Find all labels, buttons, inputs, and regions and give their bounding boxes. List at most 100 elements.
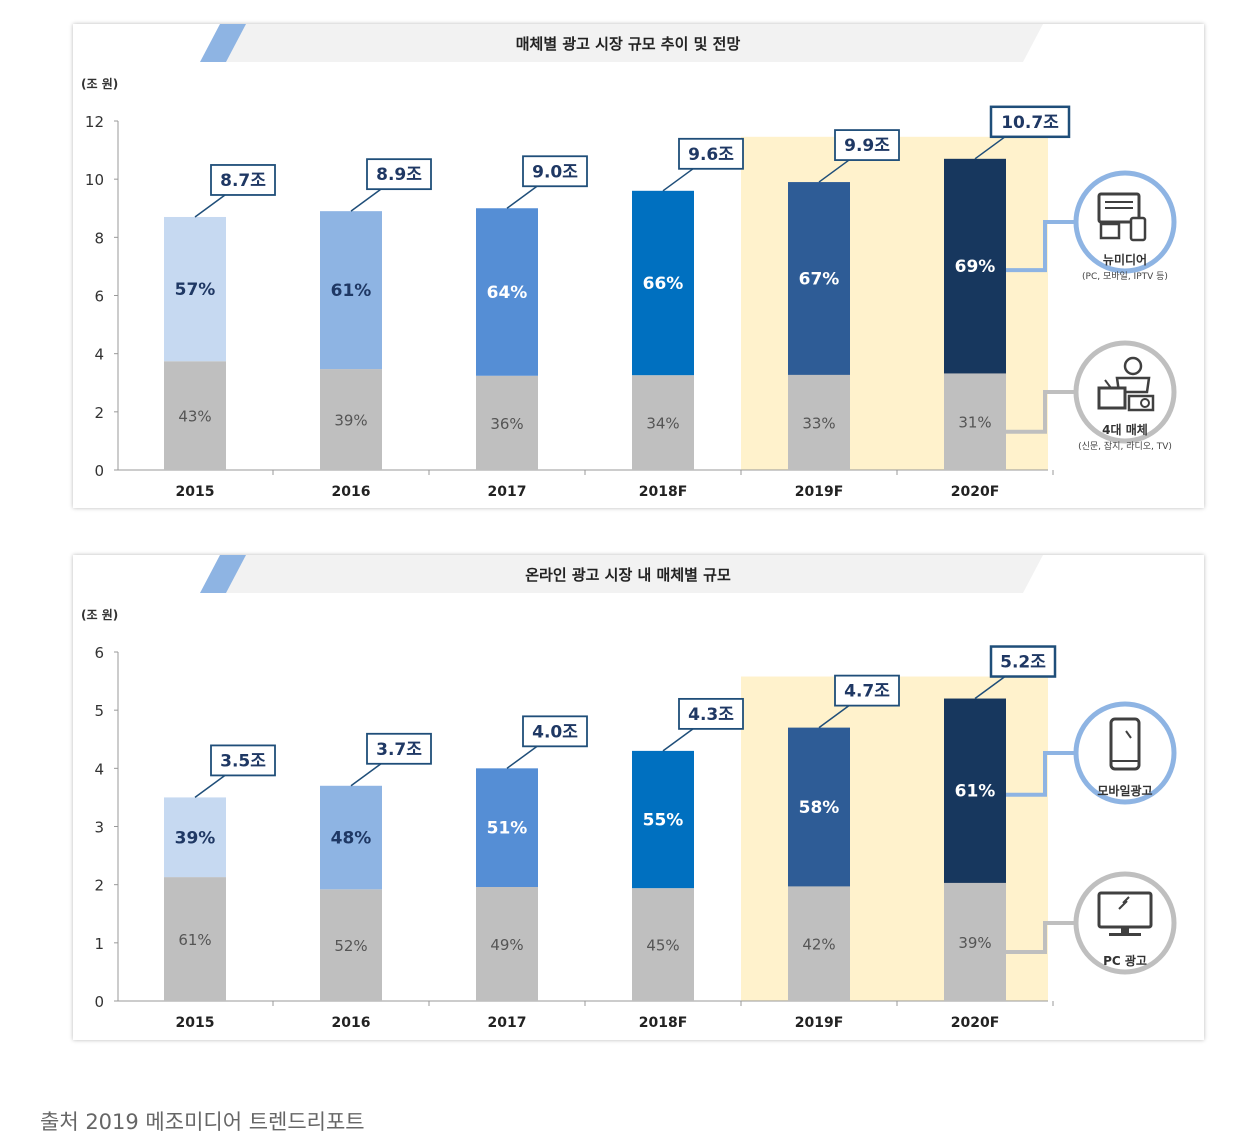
bar-segment-4대 매체 <box>164 361 226 470</box>
share-label-bottom: 45% <box>646 937 679 955</box>
total-label: 3.7조 <box>376 740 422 760</box>
title-banner-accent <box>200 24 246 62</box>
bar-segment-모바일광고 <box>944 698 1006 883</box>
bar-segment-PC 광고 <box>164 877 226 1001</box>
bar-segment-뉴미디어 <box>944 158 1006 374</box>
share-label-top: 67% <box>799 269 840 289</box>
share-label-top: 64% <box>487 283 528 303</box>
y-tick-label: 1 <box>94 935 104 953</box>
legend-item-PC 광고: PC 광고 <box>1006 871 1177 975</box>
bar-segment-뉴미디어 <box>788 182 850 375</box>
phone-body <box>1109 717 1141 771</box>
x-tick-label: 2015 <box>176 1015 215 1031</box>
legend-label: 4대 매체 <box>1102 422 1148 437</box>
title-banner <box>216 555 1043 593</box>
bar-segment-모바일광고 <box>164 797 226 878</box>
y-tick-label: 5 <box>94 702 104 720</box>
share-label-top: 58% <box>799 798 840 818</box>
y-tick-label: 8 <box>94 229 104 247</box>
x-tick-label: 2017 <box>488 484 527 500</box>
bar-segment-PC 광고 <box>476 886 538 1001</box>
total-callout-box <box>210 744 276 777</box>
legend-item-모바일광고: 모바일광고 <box>1006 701 1177 805</box>
legend-label: 뉴미디어 <box>1103 252 1147 267</box>
bar-segment-4대 매체 <box>944 373 1006 470</box>
total-label: 8.9조 <box>376 165 422 185</box>
monitor-screen <box>1097 891 1153 929</box>
total-callout-box <box>522 715 588 748</box>
chart-online-ad-market: 온라인 광고 시장 내 매체별 규모 (조 원) 0 1 2 3 4 5 6 39% 61% 3.5조… <box>81 555 1177 1031</box>
legend-item-4대 매체: 4대 매체 (신문, 잡지, 라디오, TV) <box>1006 340 1177 452</box>
share-label-top: 51% <box>487 819 528 839</box>
total-label: 4.0조 <box>532 722 578 742</box>
total-callout-box <box>210 164 276 196</box>
bar-segment-PC 광고 <box>944 882 1006 1001</box>
share-label-bottom: 49% <box>490 936 523 954</box>
callout-leader <box>350 188 382 212</box>
y-tick-label: 0 <box>94 993 104 1011</box>
total-callout-box <box>678 697 744 730</box>
legend-label: 모바일광고 <box>1097 783 1152 798</box>
total-label: 10.7조 <box>1001 113 1059 133</box>
bar-segment-PC 광고 <box>320 889 382 1001</box>
total-label: 3.5조 <box>220 751 266 771</box>
y-tick-label: 0 <box>94 462 104 480</box>
bar-segment-4대 매체 <box>788 374 850 470</box>
title-banner-accent <box>200 555 246 593</box>
total-label: 4.7조 <box>844 682 890 702</box>
bar-segment-뉴미디어 <box>320 211 382 370</box>
phone-shape <box>1129 216 1147 242</box>
bar-segment-뉴미디어 <box>476 208 538 376</box>
legend-sublabel: (신문, 잡지, 라디오, TV) <box>1078 440 1172 452</box>
x-tick-label: 2018F <box>639 484 688 500</box>
share-label-bottom: 42% <box>802 936 835 954</box>
x-tick-label: 2017 <box>488 1015 527 1031</box>
share-label-bottom: 33% <box>802 414 835 432</box>
total-callout-box <box>834 674 900 707</box>
total-callout-box <box>989 105 1071 139</box>
legend-connector <box>1006 220 1075 273</box>
share-label-bottom: 61% <box>178 931 211 949</box>
total-callout-box <box>522 155 588 188</box>
legend-connector <box>1006 921 1075 954</box>
person-head <box>1123 356 1143 376</box>
share-label-top: 69% <box>955 257 996 277</box>
total-label: 9.0조 <box>532 162 578 182</box>
x-tick-label: 2015 <box>176 484 215 500</box>
x-tick-label: 2018F <box>639 1015 688 1031</box>
legend-sublabel: (PC, 모바일, IPTV 등) <box>1082 271 1168 282</box>
bar-segment-4대 매체 <box>632 375 694 470</box>
y-tick-label: 6 <box>94 644 104 662</box>
share-label-bottom: 43% <box>178 408 211 426</box>
total-label: 9.9조 <box>844 136 890 156</box>
total-label: 8.7조 <box>220 171 266 191</box>
share-label-top: 61% <box>331 281 372 301</box>
tv-shape <box>1097 386 1127 410</box>
y-tick-label: 4 <box>94 760 104 778</box>
share-label-bottom: 52% <box>334 937 367 955</box>
total-callout-box <box>678 137 744 170</box>
share-label-bottom: 39% <box>334 412 367 430</box>
share-label-top: 57% <box>175 280 216 300</box>
legend-item-뉴미디어: 뉴미디어 (PC, 모바일, IPTV 등) <box>1006 170 1177 282</box>
radio-speaker <box>1140 398 1150 408</box>
title-banner <box>216 24 1043 62</box>
x-tick-label: 2019F <box>795 484 844 500</box>
chart-panel-media-ad-market: 매체별 광고 시장 규모 추이 및 전망 (조 원) 0 2 4 6 8 10 12 57% 43%… <box>73 24 1204 508</box>
share-label-bottom: 31% <box>958 414 991 432</box>
y-tick-label: 4 <box>94 346 104 364</box>
y-tick-label: 10 <box>85 171 104 189</box>
y-tick-label: 2 <box>94 877 104 895</box>
chart-title: 매체별 광고 시장 규모 추이 및 전망 <box>516 35 741 53</box>
x-tick-label: 2016 <box>332 1015 371 1031</box>
x-tick-label: 2016 <box>332 484 371 500</box>
y-tick-label: 6 <box>94 288 104 306</box>
total-callout-box <box>834 129 900 161</box>
total-callout-box <box>989 645 1057 678</box>
monitor-neck <box>1121 927 1129 933</box>
share-label-top: 61% <box>955 782 996 802</box>
callout-leader <box>194 774 226 799</box>
screen-glare <box>1125 730 1132 739</box>
bar-segment-모바일광고 <box>632 750 694 889</box>
bar-segment-모바일광고 <box>476 768 538 887</box>
